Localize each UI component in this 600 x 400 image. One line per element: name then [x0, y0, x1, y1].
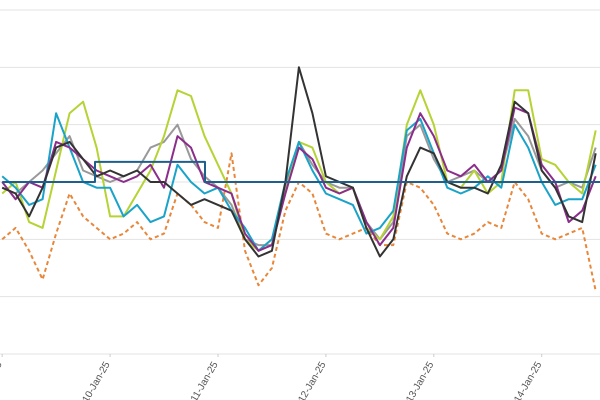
- x-tick-label: 12-Jan-25: [296, 360, 328, 400]
- x-tick-label: 10-Jan-25: [81, 360, 113, 400]
- x-tick-label: 11-Jan-25: [189, 360, 221, 400]
- series-line: [1, 112, 597, 252]
- plot-area: [1, 66, 600, 292]
- grid: [0, 9, 600, 355]
- series-line: [1, 66, 597, 258]
- series-line: [2, 160, 600, 183]
- x-axis: 9-Jan-25 10-Jan-25 11-Jan-25 12-Jan-25 13-Ja…: [0, 354, 545, 400]
- x-tick-label: 9-Jan-25: [0, 360, 5, 400]
- x-tick-label: 14-Jan-25: [512, 360, 544, 400]
- x-tick-label: 13-Jan-25: [404, 360, 436, 400]
